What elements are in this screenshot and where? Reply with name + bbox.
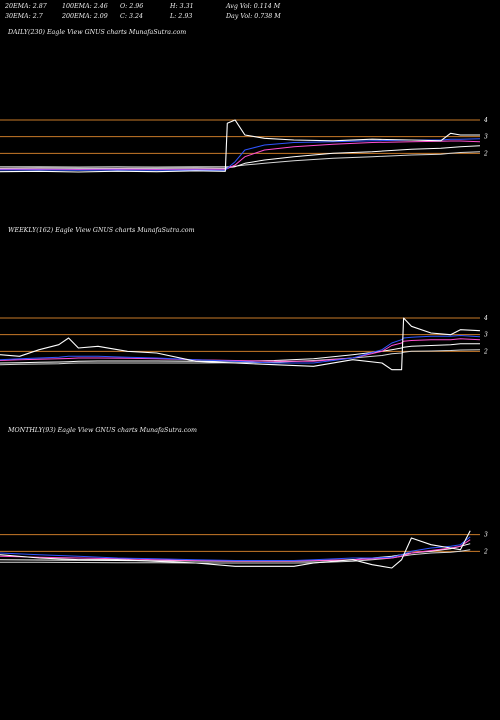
weekly-ema100-line <box>0 343 481 364</box>
weekly-tick-label: 3 <box>484 332 488 339</box>
daily-tick-label: 2 <box>483 150 488 157</box>
monthly-ema30-line <box>0 539 471 562</box>
daily-price-line <box>0 119 480 173</box>
daily-panel-title: DAILY(230) Eagle View GNUS charts Munafa… <box>8 29 187 36</box>
monthly-price-line <box>0 530 471 569</box>
monthly-tick-label: 3 <box>484 532 488 539</box>
high-stat: H: 3.31 <box>170 3 194 10</box>
ema30-stat: 30EMA: 2.7 <box>5 13 43 20</box>
day-volume-stat: Day Vol: 0.738 M <box>226 13 281 20</box>
ema20-stat: 20EMA: 2.87 <box>5 3 47 10</box>
monthly-chart: 32 <box>0 530 488 569</box>
daily-chart: 4 3 2 <box>0 117 488 173</box>
ema100-stat: 100EMA: 2.46 <box>62 3 108 10</box>
daily-tick-label: 4 <box>483 117 488 124</box>
monthly-ema20-line <box>0 536 471 561</box>
monthly-ema100-line <box>0 543 471 562</box>
open-stat: O: 2.96 <box>120 3 144 10</box>
monthly-panel-title: MONTHLY(93) Eagle View GNUS charts Munaf… <box>8 427 197 434</box>
weekly-ema20-line <box>0 335 481 364</box>
weekly-panel-title: WEEKLY(162) Eagle View GNUS charts Munaf… <box>8 227 195 234</box>
close-stat: C: 3.24 <box>120 13 143 20</box>
weekly-ema200-line <box>0 349 481 366</box>
ema200-stat: 200EMA: 2.09 <box>62 13 108 20</box>
daily-ema100-line <box>0 145 481 169</box>
avg-volume-stat: Avg Vol: 0.114 M <box>226 3 281 10</box>
weekly-chart: 4 3 2 <box>0 315 488 371</box>
weekly-ema30-line <box>0 338 481 362</box>
weekly-price-line <box>0 317 481 371</box>
daily-ema20-line <box>0 138 481 171</box>
weekly-tick-label: 4 <box>483 315 488 322</box>
daily-tick-label: 3 <box>484 134 488 141</box>
weekly-tick-label: 2 <box>483 348 488 355</box>
daily-ema200-line <box>0 151 481 168</box>
low-stat: L: 2.93 <box>170 13 193 20</box>
monthly-tick-label: 2 <box>483 548 488 555</box>
